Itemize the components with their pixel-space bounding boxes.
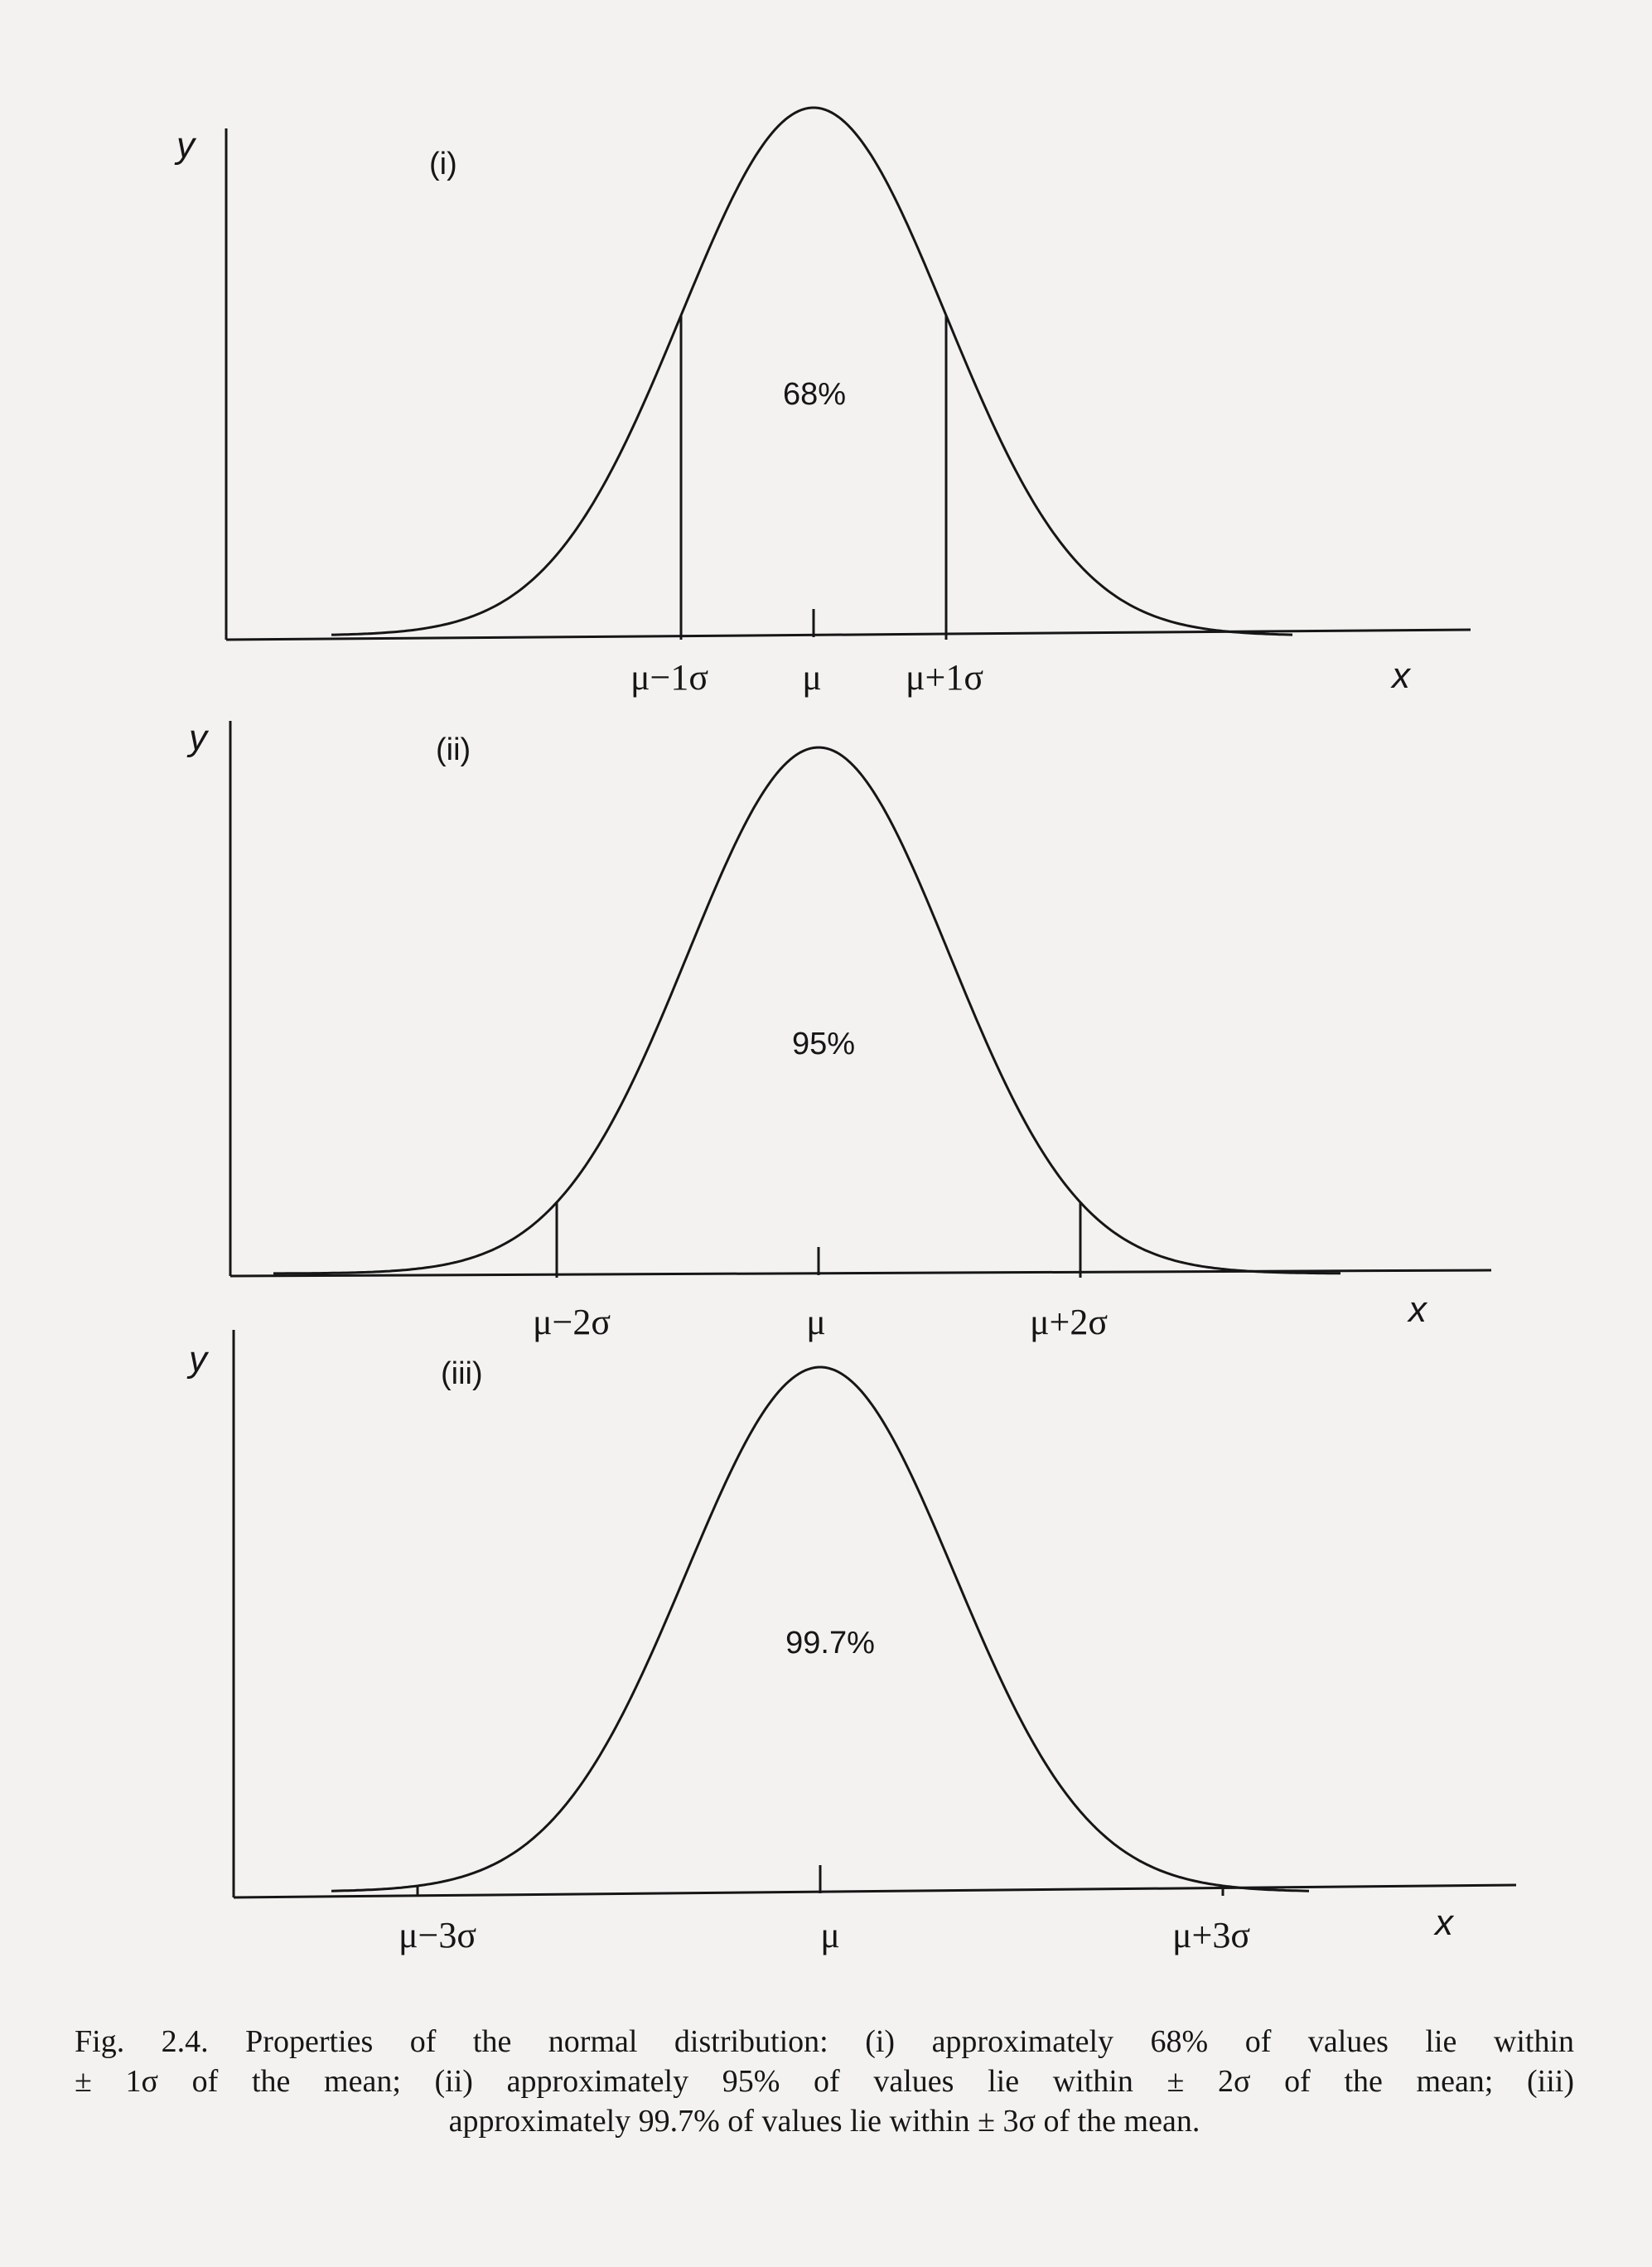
- tick-label-lower: μ−3σ: [399, 1915, 476, 1955]
- x-axis-label: x: [1407, 1289, 1428, 1330]
- area-label: 95%: [792, 1027, 855, 1061]
- area-label: 68%: [783, 377, 846, 412]
- panel-label: (i): [429, 147, 457, 181]
- tick-label-mean: μ: [802, 657, 822, 698]
- caption-line-3: approximately 99.7% of values lie within…: [448, 2104, 1200, 2139]
- x-axis: [229, 1269, 1492, 1278]
- panel-2: y (ii) 95% μ−2σ μ μ+2σ x: [186, 718, 1492, 1342]
- panel-label: (iii): [441, 1356, 483, 1391]
- tick-label-lower: μ−2σ: [533, 1302, 611, 1342]
- tick-label-upper: μ+3σ: [1172, 1915, 1250, 1955]
- normal-curve: [331, 1366, 1310, 1892]
- caption-line-1: Fig. 2.4. Properties of the normal distr…: [75, 2024, 1574, 2059]
- tick-label-upper: μ+2σ: [1030, 1302, 1108, 1342]
- y-axis-label: y: [174, 125, 197, 166]
- panel-3: y (iii) 99.7% μ−3σ μ μ+3σ x: [186, 1330, 1517, 1955]
- x-axis-label: x: [1390, 655, 1412, 696]
- y-axis-label: y: [186, 1339, 210, 1380]
- x-axis: [225, 628, 1471, 641]
- x-axis: [233, 1883, 1517, 1899]
- figure-caption: Fig. 2.4. Properties of the normal distr…: [75, 2022, 1574, 2141]
- tick-label-mean: μ: [820, 1915, 840, 1955]
- tick-label-upper: μ+1σ: [906, 657, 983, 698]
- y-axis-label: y: [186, 718, 210, 758]
- panel-label: (ii): [436, 732, 471, 767]
- tick-label-lower: μ−1σ: [630, 657, 708, 698]
- tick-label-mean: μ: [806, 1302, 826, 1342]
- x-axis-label: x: [1433, 1902, 1455, 1943]
- normal-curve: [273, 746, 1340, 1275]
- area-label: 99.7%: [785, 1626, 875, 1660]
- caption-line-2: ± 1σ of the mean; (ii) approximately 95%…: [75, 2064, 1574, 2099]
- normal-curve: [331, 106, 1293, 636]
- panel-1: y (i) 68% μ−1σ μ μ+1σ x: [174, 106, 1471, 698]
